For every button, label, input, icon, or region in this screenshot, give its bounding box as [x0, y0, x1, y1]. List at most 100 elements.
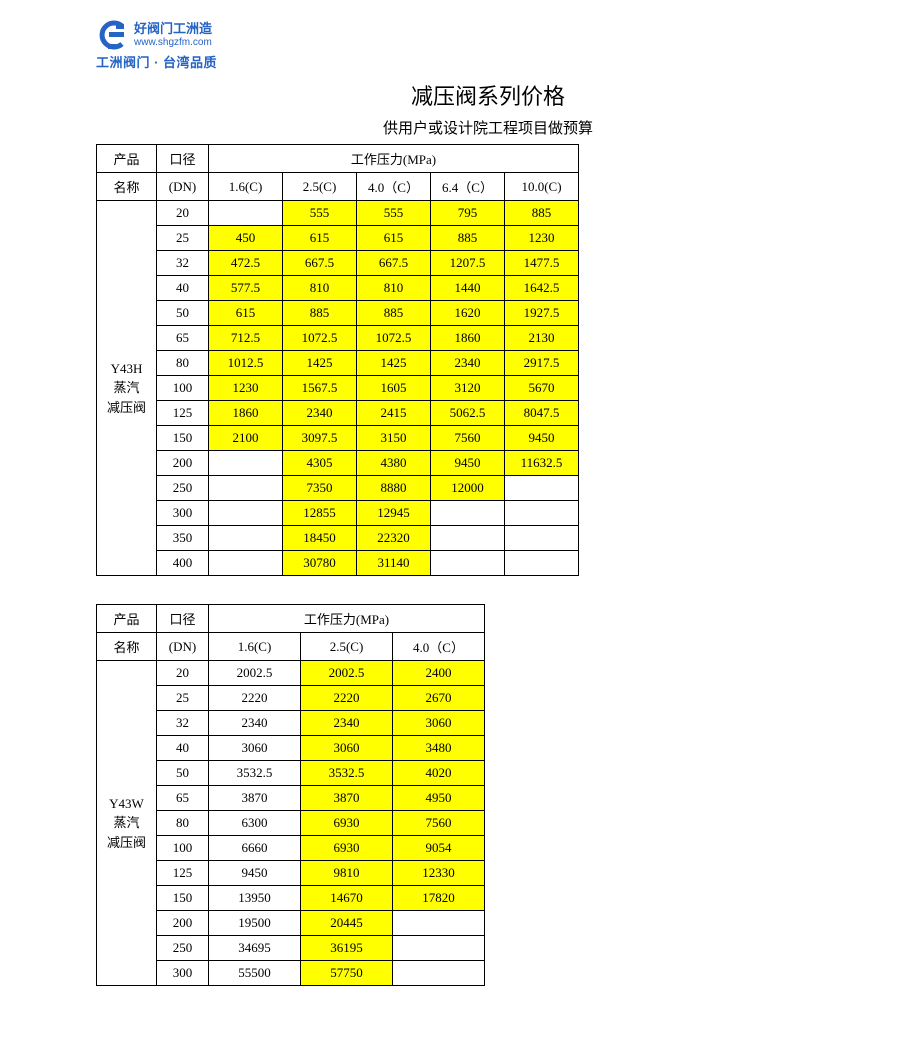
- dn-cell: 400: [157, 551, 209, 576]
- price-cell: 885: [283, 301, 357, 326]
- price-cell: 1605: [357, 376, 431, 401]
- price-cell: 1230: [505, 226, 579, 251]
- price-cell: 555: [283, 201, 357, 226]
- price-cell: 1642.5: [505, 276, 579, 301]
- dn-cell: 20: [157, 201, 209, 226]
- header-dn-sub: (DN): [157, 173, 209, 201]
- price-cell: 1860: [209, 401, 283, 426]
- header-pressure-col: 6.4（C）: [431, 173, 505, 201]
- header-pressure-col: 10.0(C): [505, 173, 579, 201]
- price-cell: 577.5: [209, 276, 283, 301]
- logo-slogan: 好阀门工洲造: [134, 22, 212, 36]
- price-table: 产品口径工作压力(MPa)名称(DN)1.6(C)2.5(C)4.0（C）Y43…: [96, 604, 485, 986]
- price-cell: 8880: [357, 476, 431, 501]
- price-cell: 22320: [357, 526, 431, 551]
- price-cell: 2340: [431, 351, 505, 376]
- price-cell: 3060: [301, 736, 393, 761]
- price-cell: 12855: [283, 501, 357, 526]
- header-product: 产品: [97, 145, 157, 173]
- table-row: 1251860234024155062.58047.5: [97, 401, 579, 426]
- price-cell: 5670: [505, 376, 579, 401]
- price-cell: 7350: [283, 476, 357, 501]
- price-cell: 1230: [209, 376, 283, 401]
- dn-cell: 250: [157, 476, 209, 501]
- price-cell: 885: [431, 226, 505, 251]
- price-cell: 6300: [209, 811, 301, 836]
- price-cell: 450: [209, 226, 283, 251]
- price-cell: 3532.5: [209, 761, 301, 786]
- price-cell: 9450: [505, 426, 579, 451]
- price-cell: 6660: [209, 836, 301, 861]
- logo-company-name: 工洲阀门 · 台湾品质: [96, 52, 880, 71]
- table-row: 15021003097.5315075609450: [97, 426, 579, 451]
- price-cell: 1620: [431, 301, 505, 326]
- header-product: 产品: [97, 605, 157, 633]
- price-cell: 615: [357, 226, 431, 251]
- logo-text-stack: 好阀门工洲造 www.shgzfm.com: [134, 22, 212, 47]
- dn-cell: 300: [157, 961, 209, 986]
- price-cell: [393, 911, 485, 936]
- table-row: 10012301567.5160531205670: [97, 376, 579, 401]
- price-cell: 3060: [209, 736, 301, 761]
- price-cell: 3060: [393, 711, 485, 736]
- price-cell: [431, 526, 505, 551]
- company-logo-icon: [96, 20, 128, 50]
- price-cell: 2002.5: [301, 661, 393, 686]
- price-cell: 18450: [283, 526, 357, 551]
- price-cell: 19500: [209, 911, 301, 936]
- price-cell: 2340: [301, 711, 393, 736]
- logo-block: 好阀门工洲造 www.shgzfm.com 工洲阀门 · 台湾品质: [96, 20, 880, 71]
- dn-cell: 100: [157, 376, 209, 401]
- header-product-sub: 名称: [97, 633, 157, 661]
- dn-cell: 20: [157, 661, 209, 686]
- price-cell: [209, 501, 283, 526]
- price-cell: 667.5: [357, 251, 431, 276]
- table2-container: 产品口径工作压力(MPa)名称(DN)1.6(C)2.5(C)4.0（C）Y43…: [96, 604, 880, 986]
- header-pressure-col: 4.0（C）: [357, 173, 431, 201]
- price-cell: 1012.5: [209, 351, 283, 376]
- dn-cell: 80: [157, 351, 209, 376]
- price-cell: 2340: [283, 401, 357, 426]
- price-cell: 1440: [431, 276, 505, 301]
- table-row: 5061588588516201927.5: [97, 301, 579, 326]
- price-cell: 9054: [393, 836, 485, 861]
- dn-cell: 200: [157, 911, 209, 936]
- price-cell: 9450: [431, 451, 505, 476]
- dn-cell: 50: [157, 761, 209, 786]
- dn-cell: 25: [157, 226, 209, 251]
- price-cell: 6930: [301, 811, 393, 836]
- dn-cell: 50: [157, 301, 209, 326]
- dn-cell: 200: [157, 451, 209, 476]
- price-cell: 810: [357, 276, 431, 301]
- dn-cell: 100: [157, 836, 209, 861]
- header-row: 产品口径工作压力(MPa): [97, 145, 579, 173]
- price-cell: [209, 526, 283, 551]
- table-row: 254506156158851230: [97, 226, 579, 251]
- table-row: 3001285512945: [97, 501, 579, 526]
- price-cell: 2340: [209, 711, 301, 736]
- price-cell: 555: [357, 201, 431, 226]
- dn-cell: 25: [157, 686, 209, 711]
- price-cell: 667.5: [283, 251, 357, 276]
- table-row: 65712.51072.51072.518602130: [97, 326, 579, 351]
- price-cell: 4020: [393, 761, 485, 786]
- price-cell: 17820: [393, 886, 485, 911]
- table-row: 350 1845022320: [97, 526, 579, 551]
- price-cell: 2220: [209, 686, 301, 711]
- price-cell: 8047.5: [505, 401, 579, 426]
- header-product-sub: 名称: [97, 173, 157, 201]
- price-cell: 2400: [393, 661, 485, 686]
- header-pressure-group: 工作压力(MPa): [209, 605, 485, 633]
- price-cell: 12945: [357, 501, 431, 526]
- price-cell: 2100: [209, 426, 283, 451]
- header-dn: 口径: [157, 605, 209, 633]
- dn-cell: 350: [157, 526, 209, 551]
- price-cell: 1207.5: [431, 251, 505, 276]
- page: 好阀门工洲造 www.shgzfm.com 工洲阀门 · 台湾品质 减压阀系列价…: [0, 0, 920, 1054]
- product-name-cell: Y43H蒸汽减压阀: [97, 201, 157, 576]
- price-cell: 4380: [357, 451, 431, 476]
- price-cell: 13950: [209, 886, 301, 911]
- price-cell: 2917.5: [505, 351, 579, 376]
- header-pressure-group: 工作压力(MPa): [209, 145, 579, 173]
- table-row: Y43H蒸汽减压阀20555555795885: [97, 201, 579, 226]
